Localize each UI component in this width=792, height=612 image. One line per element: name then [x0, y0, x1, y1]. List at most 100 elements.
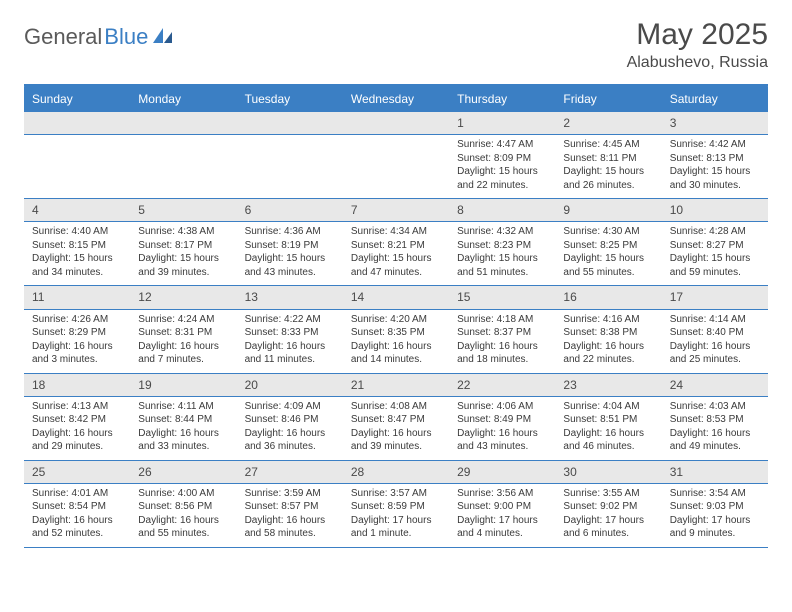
sunrise-text: Sunrise: 4:36 AM — [245, 225, 335, 239]
day-number: 3 — [662, 112, 768, 134]
daylight-line2: and 49 minutes. — [670, 440, 760, 454]
day-cell-num: 20 — [237, 373, 343, 396]
day-number: 24 — [662, 374, 768, 396]
day-cell: Sunrise: 4:22 AMSunset: 8:33 PMDaylight:… — [237, 309, 343, 373]
day-cell: Sunrise: 4:24 AMSunset: 8:31 PMDaylight:… — [130, 309, 236, 373]
day-number: 5 — [130, 199, 236, 221]
daylight-line1: Daylight: 16 hours — [563, 427, 653, 441]
daylight-line1: Daylight: 17 hours — [351, 514, 441, 528]
day-cell: Sunrise: 4:06 AMSunset: 8:49 PMDaylight:… — [449, 396, 555, 460]
daylight-line1: Daylight: 16 hours — [245, 340, 335, 354]
day-cell-num: 18 — [24, 373, 130, 396]
day-header: Saturday — [662, 85, 768, 112]
daylight-line2: and 33 minutes. — [138, 440, 228, 454]
sunrise-text: Sunrise: 4:04 AM — [563, 400, 653, 414]
sunrise-text: Sunrise: 4:42 AM — [670, 138, 760, 152]
sunrise-text: Sunrise: 4:47 AM — [457, 138, 547, 152]
day-number: 23 — [555, 374, 661, 396]
sunset-text: Sunset: 8:33 PM — [245, 326, 335, 340]
day-cell-body: Sunrise: 4:00 AMSunset: 8:56 PMDaylight:… — [130, 484, 236, 547]
daylight-line2: and 30 minutes. — [670, 179, 760, 193]
daynum-row: 45678910 — [24, 199, 768, 222]
day-cell-body: Sunrise: 4:45 AMSunset: 8:11 PMDaylight:… — [555, 135, 661, 198]
day-cell-body: Sunrise: 4:18 AMSunset: 8:37 PMDaylight:… — [449, 310, 555, 373]
sunrise-text: Sunrise: 4:45 AM — [563, 138, 653, 152]
daylight-line1: Daylight: 16 hours — [138, 514, 228, 528]
sunrise-text: Sunrise: 4:40 AM — [32, 225, 122, 239]
day-cell: Sunrise: 4:03 AMSunset: 8:53 PMDaylight:… — [662, 396, 768, 460]
sunrise-text: Sunrise: 3:54 AM — [670, 487, 760, 501]
day-cell: Sunrise: 4:13 AMSunset: 8:42 PMDaylight:… — [24, 396, 130, 460]
day-cell: Sunrise: 4:28 AMSunset: 8:27 PMDaylight:… — [662, 222, 768, 286]
daylight-line2: and 46 minutes. — [563, 440, 653, 454]
day-header: Tuesday — [237, 85, 343, 112]
daylight-line2: and 34 minutes. — [32, 266, 122, 280]
daylight-line2: and 18 minutes. — [457, 353, 547, 367]
day-cell-body: Sunrise: 3:55 AMSunset: 9:02 PMDaylight:… — [555, 484, 661, 547]
sunrise-text: Sunrise: 4:01 AM — [32, 487, 122, 501]
day-cell-body: Sunrise: 4:22 AMSunset: 8:33 PMDaylight:… — [237, 310, 343, 373]
day-cell: Sunrise: 4:34 AMSunset: 8:21 PMDaylight:… — [343, 222, 449, 286]
day-cell-body: Sunrise: 4:04 AMSunset: 8:51 PMDaylight:… — [555, 397, 661, 460]
day-number: 29 — [449, 461, 555, 483]
day-cell-body: Sunrise: 3:59 AMSunset: 8:57 PMDaylight:… — [237, 484, 343, 547]
sunset-text: Sunset: 8:54 PM — [32, 500, 122, 514]
day-cell-body: Sunrise: 4:47 AMSunset: 8:09 PMDaylight:… — [449, 135, 555, 198]
day-cell-num: 17 — [662, 286, 768, 309]
day-cell — [237, 135, 343, 199]
day-cell-body: Sunrise: 4:24 AMSunset: 8:31 PMDaylight:… — [130, 310, 236, 373]
sunset-text: Sunset: 9:02 PM — [563, 500, 653, 514]
daylight-line2: and 51 minutes. — [457, 266, 547, 280]
day-cell-num: 29 — [449, 460, 555, 483]
day-cell-num: 1 — [449, 112, 555, 135]
day-number: 1 — [449, 112, 555, 134]
daylight-line1: Daylight: 15 hours — [670, 165, 760, 179]
sunset-text: Sunset: 8:29 PM — [32, 326, 122, 340]
week-row: Sunrise: 4:40 AMSunset: 8:15 PMDaylight:… — [24, 222, 768, 286]
daylight-line2: and 26 minutes. — [563, 179, 653, 193]
day-cell-body: Sunrise: 4:14 AMSunset: 8:40 PMDaylight:… — [662, 310, 768, 373]
day-number: 28 — [343, 461, 449, 483]
daylight-line2: and 47 minutes. — [351, 266, 441, 280]
sunset-text: Sunset: 8:35 PM — [351, 326, 441, 340]
daylight-line1: Daylight: 16 hours — [138, 340, 228, 354]
day-cell: Sunrise: 4:38 AMSunset: 8:17 PMDaylight:… — [130, 222, 236, 286]
day-cell: Sunrise: 4:40 AMSunset: 8:15 PMDaylight:… — [24, 222, 130, 286]
day-cell: Sunrise: 4:04 AMSunset: 8:51 PMDaylight:… — [555, 396, 661, 460]
week-row: Sunrise: 4:13 AMSunset: 8:42 PMDaylight:… — [24, 396, 768, 460]
day-cell-body: Sunrise: 4:06 AMSunset: 8:49 PMDaylight:… — [449, 397, 555, 460]
sunset-text: Sunset: 9:03 PM — [670, 500, 760, 514]
daylight-line1: Daylight: 15 hours — [138, 252, 228, 266]
daylight-line1: Daylight: 16 hours — [563, 340, 653, 354]
day-cell: Sunrise: 4:30 AMSunset: 8:25 PMDaylight:… — [555, 222, 661, 286]
day-number: 7 — [343, 199, 449, 221]
daylight-line2: and 59 minutes. — [670, 266, 760, 280]
day-cell-body — [237, 135, 343, 193]
day-cell: Sunrise: 4:14 AMSunset: 8:40 PMDaylight:… — [662, 309, 768, 373]
daynum-row: 123 — [24, 112, 768, 135]
day-cell: Sunrise: 4:26 AMSunset: 8:29 PMDaylight:… — [24, 309, 130, 373]
sunrise-text: Sunrise: 4:08 AM — [351, 400, 441, 414]
day-number: 11 — [24, 286, 130, 308]
day-cell-num: 15 — [449, 286, 555, 309]
day-number: 9 — [555, 199, 661, 221]
sunset-text: Sunset: 8:27 PM — [670, 239, 760, 253]
daylight-line2: and 6 minutes. — [563, 527, 653, 541]
sunrise-text: Sunrise: 3:56 AM — [457, 487, 547, 501]
week-row: Sunrise: 4:26 AMSunset: 8:29 PMDaylight:… — [24, 309, 768, 373]
daylight-line1: Daylight: 15 hours — [32, 252, 122, 266]
sunset-text: Sunset: 8:49 PM — [457, 413, 547, 427]
week-row: Sunrise: 4:01 AMSunset: 8:54 PM Daylight:… — [24, 483, 768, 547]
day-cell-body: Sunrise: 4:32 AMSunset: 8:23 PMDaylight:… — [449, 222, 555, 285]
day-cell-num — [130, 112, 236, 135]
day-header: Wednesday — [343, 85, 449, 112]
sunrise-text: Sunrise: 4:06 AM — [457, 400, 547, 414]
day-cell: Sunrise: 4:32 AMSunset: 8:23 PMDaylight:… — [449, 222, 555, 286]
day-cell-body — [24, 135, 130, 193]
sunrise-text: Sunrise: 4:32 AM — [457, 225, 547, 239]
sunrise-text: Sunrise: 4:18 AM — [457, 313, 547, 327]
sunset-text: Sunset: 8:25 PM — [563, 239, 653, 253]
sunset-text: Sunset: 8:53 PM — [670, 413, 760, 427]
day-number: 15 — [449, 286, 555, 308]
day-number: 30 — [555, 461, 661, 483]
